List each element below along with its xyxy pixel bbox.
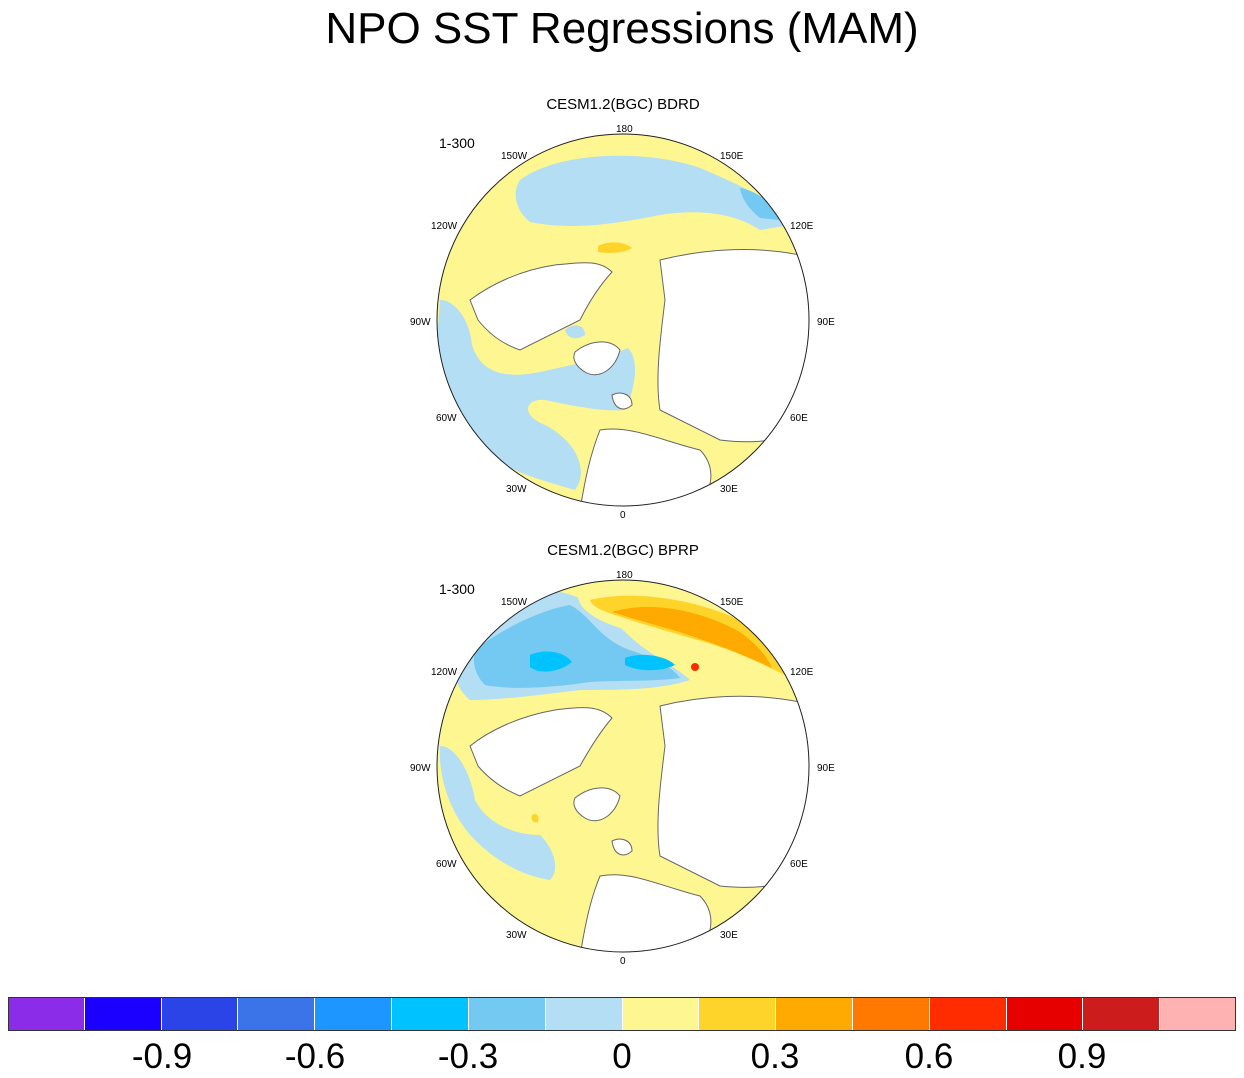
land-africa	[579, 874, 712, 952]
lon-label-120w: 120W	[431, 667, 458, 678]
sst-positive-region-strong	[612, 606, 772, 668]
lon-label-0: 0	[620, 510, 626, 521]
colorbar-swatch	[776, 997, 853, 1031]
lon-label-60w: 60W	[436, 413, 457, 424]
colorbar-tick: -0.3	[437, 1037, 499, 1076]
panel-2-title: CESM1.2(BGC) BPRP	[547, 542, 699, 559]
lon-label-30e: 30E	[720, 930, 738, 941]
colorbar-tick: -0.6	[284, 1037, 346, 1076]
colorbar-swatch	[392, 997, 469, 1031]
lon-label-90w: 90W	[410, 763, 431, 774]
lon-label-120e: 120E	[790, 221, 814, 232]
sst-negative-region	[437, 300, 636, 490]
map-boundary	[436, 133, 810, 507]
figure-title: NPO SST Regressions (MAM)	[325, 4, 919, 53]
colorbar-swatch	[622, 997, 700, 1031]
colorbar-tick: 0.9	[1057, 1037, 1107, 1076]
lon-label-90e: 90E	[817, 763, 835, 774]
colorbar-swatch	[852, 997, 930, 1031]
lon-label-90e: 90E	[817, 317, 835, 328]
sst-positive-patch	[598, 242, 632, 253]
lon-label-90w: 90W	[410, 317, 431, 328]
land-eurasia	[657, 695, 809, 888]
lon-label-120w: 120W	[431, 221, 458, 232]
lon-label-60e: 60E	[790, 859, 808, 870]
lon-label-150e: 150E	[720, 597, 744, 608]
colorbar-swatch	[699, 997, 777, 1031]
sst-positive-patch	[531, 813, 539, 823]
colorbar-swatch	[161, 997, 239, 1031]
colorbar-swatch	[1006, 997, 1084, 1031]
lon-label-150w: 150W	[501, 151, 528, 162]
sst-negative-region	[565, 325, 585, 339]
sst-negative-region	[440, 746, 556, 880]
colorbar-swatch	[1083, 997, 1161, 1031]
colorbar-tick: -0.9	[131, 1037, 193, 1076]
lon-label-30w: 30W	[506, 484, 527, 495]
lon-label-150e: 150E	[720, 151, 744, 162]
lon-label-30w: 30W	[506, 930, 527, 941]
land-greenland	[573, 787, 621, 822]
colorbar-swatch	[315, 997, 393, 1031]
sst-negative-region-strong	[625, 654, 675, 671]
colorbar-swatch	[929, 997, 1007, 1031]
panel-2-period: 1-300	[439, 581, 475, 597]
lon-label-0: 0	[620, 956, 626, 967]
lon-label-120e: 120E	[790, 667, 814, 678]
sst-negative-region-strong	[530, 651, 572, 672]
land-north-america	[469, 262, 613, 351]
lon-label-30e: 30E	[720, 484, 738, 495]
land-greenland	[573, 341, 621, 376]
lon-label-150w: 150W	[501, 597, 528, 608]
lon-label-60w: 60W	[436, 859, 457, 870]
colorbar-swatch	[84, 997, 162, 1031]
colorbar-tick: 0.6	[904, 1037, 954, 1076]
panel-1-title: CESM1.2(BGC) BDRD	[546, 96, 700, 113]
land-eurasia	[657, 249, 809, 443]
land-scandinavia	[611, 392, 633, 410]
colorbar-tick: 0	[612, 1037, 632, 1076]
sst-negative-region	[515, 155, 790, 230]
colorbar-swatch	[1160, 997, 1236, 1031]
sst-negative-region-strong	[740, 188, 780, 220]
colorbar-swatch	[545, 997, 623, 1031]
land-north-america	[469, 707, 613, 797]
map-boundary	[436, 579, 810, 953]
colorbar-tick: 0.3	[750, 1037, 800, 1076]
colorbar	[8, 997, 1236, 1031]
colorbar-swatch	[8, 997, 85, 1031]
colorbar-swatch	[238, 997, 316, 1031]
lon-label-180: 180	[616, 570, 633, 581]
colorbar-swatch	[468, 997, 546, 1031]
panel-1-period: 1-300	[439, 135, 475, 151]
lon-label-60e: 60E	[790, 413, 808, 424]
land-scandinavia	[611, 838, 633, 856]
sst-positive-peak	[691, 663, 699, 671]
sst-negative-region-moderate	[473, 605, 680, 688]
lon-label-180: 180	[616, 124, 633, 135]
land-africa	[579, 428, 712, 506]
